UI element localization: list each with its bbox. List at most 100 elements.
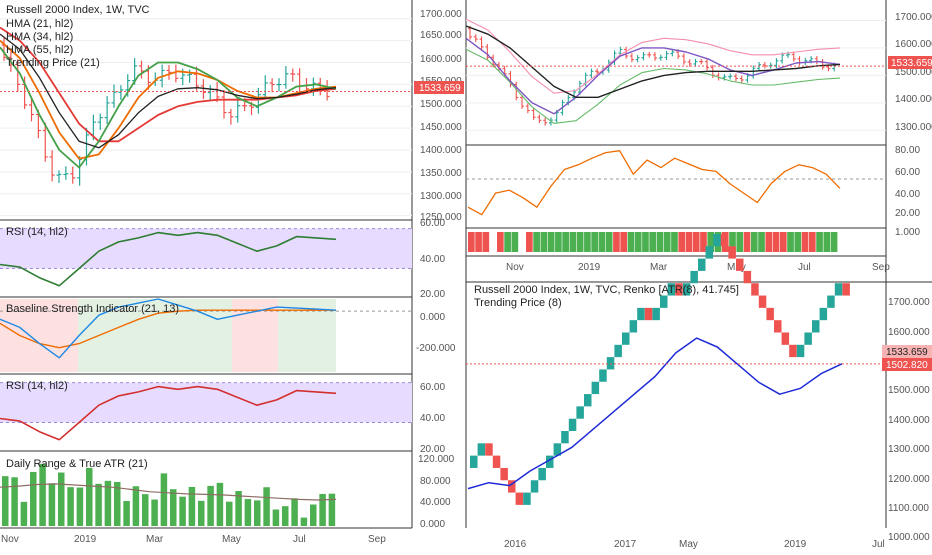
signal-bar — [750, 232, 758, 252]
signal-bar — [729, 232, 736, 252]
range-bar — [179, 496, 186, 526]
renko-brick — [698, 258, 706, 271]
signal-bar — [620, 232, 628, 252]
renko-brick — [804, 332, 812, 345]
signal-bar — [468, 232, 475, 252]
range-bar — [76, 487, 84, 526]
signal-bar — [475, 232, 482, 252]
right-top-oscillator-pane[interactable] — [466, 150, 886, 216]
left-legend-trend: Trending Price (21) — [6, 57, 100, 69]
time-label: Jul — [798, 262, 811, 273]
signal-bar — [816, 232, 823, 252]
renko-price-axis: 1700.000 1600.000 1500.000 1400.000 1300… — [882, 297, 932, 543]
left-legend-hma21: HMA (21, hl2) — [6, 18, 73, 30]
range-bar — [188, 486, 196, 526]
renko-brick — [728, 246, 736, 259]
axis-label: 1700.000 — [420, 9, 462, 20]
signal-bar — [794, 232, 802, 252]
left-price-pane[interactable] — [0, 18, 412, 217]
rsi1-title: RSI (14, hl2) — [6, 226, 68, 238]
time-label: Mar — [650, 262, 668, 273]
axis-label: 1650.000 — [420, 30, 462, 41]
signal-bar — [526, 232, 533, 252]
trend-line — [465, 25, 841, 99]
signal-bar — [736, 232, 744, 252]
atr-title: Daily Range & True ATR (21) — [6, 458, 148, 470]
price-tag: 1533.659 — [419, 83, 461, 94]
axis-label: 1250.000 — [420, 212, 462, 223]
renko-brick — [546, 455, 554, 468]
axis-label: 1450.000 — [420, 122, 462, 133]
range-bar — [30, 471, 37, 526]
renko-brick — [751, 283, 759, 296]
renko-brick — [743, 270, 752, 284]
price-tag-bg — [414, 81, 464, 94]
renko-brick — [766, 307, 774, 321]
axis-label: 1350.000 — [420, 168, 462, 179]
signal-bar — [671, 232, 678, 252]
left-bsi-pane[interactable] — [0, 298, 412, 372]
left-rsi1-pane[interactable] — [0, 228, 412, 287]
range-bar — [198, 500, 205, 526]
renko-brick — [629, 320, 638, 333]
renko-brick — [690, 270, 698, 284]
renko-brick — [774, 320, 782, 333]
axis-label: 60.00 — [420, 382, 445, 393]
axis-label: 1400.000 — [888, 415, 930, 426]
renko-brick — [713, 233, 721, 247]
time-label: 2019 — [784, 539, 807, 550]
signal-bar — [663, 232, 671, 252]
renko-brick — [553, 443, 562, 456]
renko-pane[interactable] — [466, 233, 886, 505]
left-rsi2-pane[interactable] — [0, 382, 412, 441]
bsi-baseline-line — [0, 309, 336, 349]
range-bar — [170, 489, 177, 526]
left-atr-pane[interactable] — [0, 463, 337, 526]
range-bar — [151, 499, 158, 526]
renko-brick — [644, 307, 653, 321]
left-price-axis: 1700.000 1650.000 1600.000 1550.000 1500… — [414, 9, 464, 223]
range-bar — [58, 472, 65, 526]
trending-price-line — [0, 33, 337, 149]
renko-brick — [834, 283, 843, 296]
signal-bar — [707, 232, 715, 252]
renko-brick — [538, 467, 546, 481]
range-bar — [142, 494, 149, 526]
time-label: Nov — [506, 262, 524, 273]
signal-bar — [779, 232, 787, 252]
signal-bar — [555, 232, 562, 252]
renko-brick — [606, 357, 615, 370]
range-bar — [235, 490, 242, 526]
atr-line — [0, 483, 337, 501]
price-tag-bg — [882, 345, 932, 358]
axis-label: 1100.000 — [888, 503, 929, 514]
range-bar — [216, 482, 224, 526]
right-top-price-pane[interactable] — [465, 18, 886, 131]
signal-bar — [613, 232, 620, 252]
range-bar — [291, 498, 298, 526]
range-bar — [207, 485, 214, 526]
left-legend-title: Russell 2000 Index, 1W, TVC — [6, 4, 150, 16]
bsi-title: Baseline Strength Indicator (21, 13) — [6, 303, 179, 315]
renko-brick — [720, 233, 729, 247]
renko-brick — [758, 295, 767, 308]
renko-brick — [561, 431, 569, 444]
axis-label: 60.00 — [895, 167, 920, 178]
signal-bar — [801, 232, 809, 252]
signal-bar — [685, 232, 693, 252]
range-bar — [67, 487, 74, 526]
axis-label: 40.00 — [420, 254, 445, 265]
range-bar — [2, 476, 9, 526]
renko-brick — [576, 406, 584, 419]
axis-label: 1600.000 — [895, 39, 932, 50]
axis-label: 1200.000 — [888, 474, 930, 485]
rsi1-line — [0, 231, 337, 287]
right-top-signal-bars[interactable] — [468, 232, 838, 252]
signal-bar — [584, 232, 591, 252]
rsi-band — [0, 382, 412, 423]
time-label: May — [222, 534, 241, 545]
renko-brick — [622, 332, 630, 345]
axis-label: 1500.000 — [895, 67, 932, 78]
renko-brick — [492, 455, 501, 468]
